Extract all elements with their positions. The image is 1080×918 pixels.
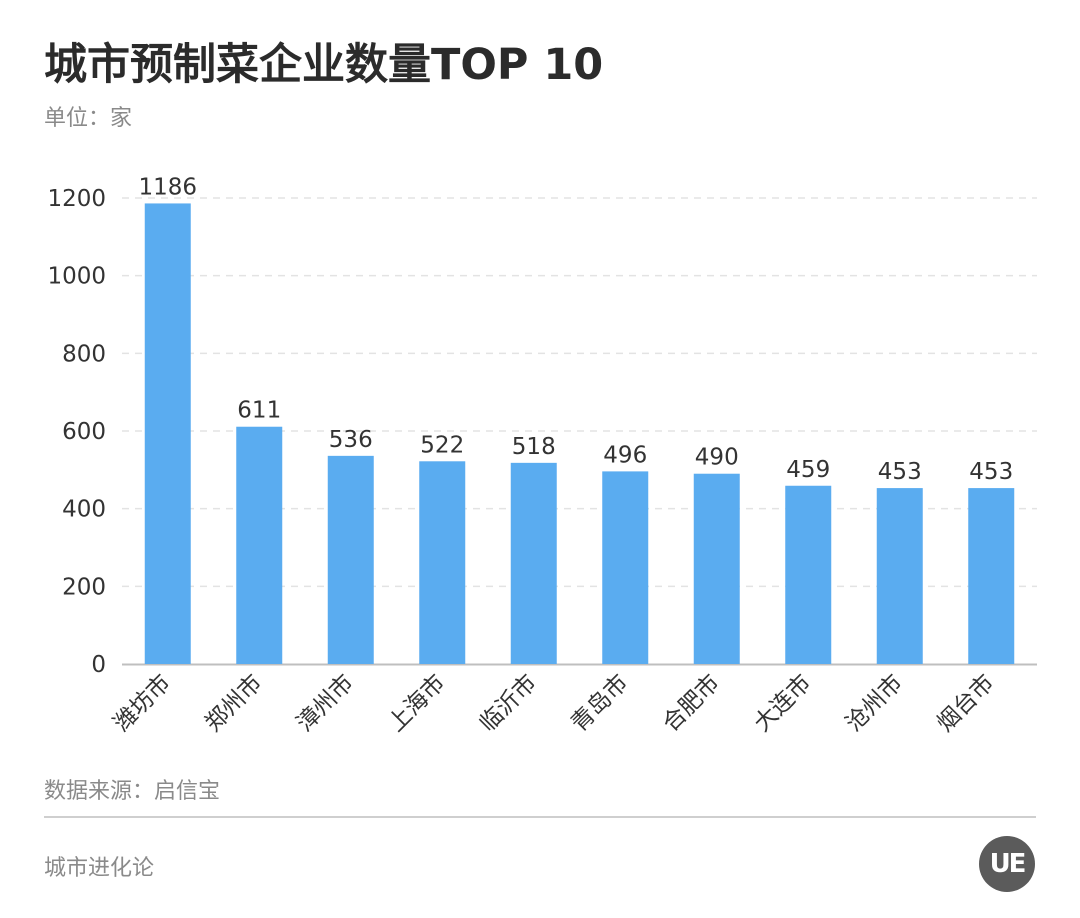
x-tick-label: 大连市 [749,670,816,737]
x-tick-label: 上海市 [383,670,450,737]
data-label: 490 [695,445,739,471]
bar [602,471,649,664]
x-tick-label: 潍坊市 [109,670,176,737]
x-tick-label: 漳州市 [292,670,359,737]
brand-name: 城市进化论 [44,856,155,881]
x-tick-label: 青岛市 [566,670,633,737]
brand-logo: UE [979,836,1035,892]
chart-title: 城市预制菜企业数量TOP 10 [44,40,604,90]
y-tick-label: 800 [62,341,106,367]
footer-divider [44,816,1036,818]
data-label: 518 [512,434,556,460]
x-tick-label: 郑州市 [200,670,267,737]
bar [327,455,374,664]
data-label: 536 [329,427,373,453]
bar [785,485,832,664]
bar [968,488,1015,664]
data-label: 522 [420,432,464,458]
bar [419,461,466,664]
y-tick-label: 400 [62,497,106,523]
x-tick-label: 沧州市 [841,670,908,737]
bar [693,473,740,664]
bar [144,203,191,665]
x-tick-label: 合肥市 [658,670,725,737]
y-tick-label: 200 [62,574,106,600]
y-tick-label: 600 [62,419,106,445]
data-label: 1186 [138,174,197,200]
data-label: 459 [786,457,830,483]
data-source: 数据来源：启信宝 [44,779,221,804]
y-tick-label: 1000 [47,264,106,290]
bar [510,462,557,664]
y-tick-label: 1200 [47,186,106,212]
bar [876,488,923,664]
bar [236,426,283,664]
data-label: 611 [237,398,281,424]
data-label: 453 [969,459,1013,485]
y-tick-label: 0 [91,652,106,678]
x-tick-label: 烟台市 [932,670,999,737]
x-tick-label: 临沂市 [475,670,542,737]
data-label: 496 [603,442,647,468]
data-label: 453 [878,459,922,485]
unit-label: 单位：家 [44,106,133,131]
